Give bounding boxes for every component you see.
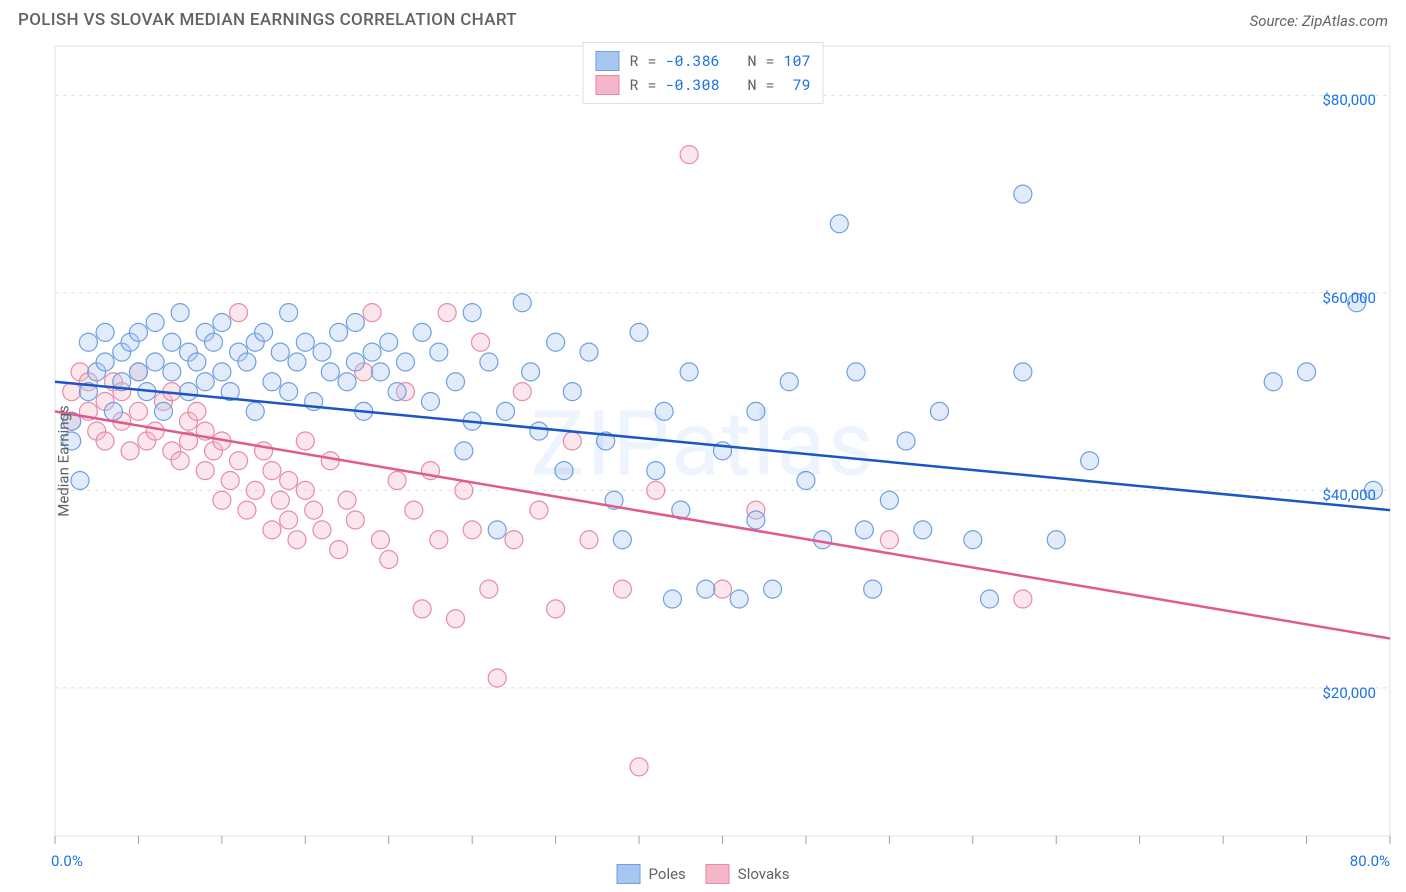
x-max-label: 80.0% <box>1350 852 1390 870</box>
chart-area: Median Earnings ZIPatlas R = -0.386 N = … <box>0 36 1406 886</box>
swatch-slovaks <box>595 75 619 95</box>
y-tick-label: $80,000 <box>1322 91 1376 109</box>
r-value-slovaks: -0.308 <box>665 75 719 95</box>
legend-label-poles: Poles <box>649 865 686 883</box>
r-value-poles: -0.386 <box>665 51 719 71</box>
y-tick-label: $40,000 <box>1322 486 1376 504</box>
y-axis-label: Median Earnings <box>55 405 73 516</box>
n-value-poles: 107 <box>784 51 811 71</box>
correlation-legend: R = -0.386 N = 107 R = -0.308 N = 79 <box>582 42 823 104</box>
swatch-slovaks-icon <box>706 864 730 884</box>
r-label: R = <box>629 75 665 95</box>
scatter-chart-svg <box>0 36 1406 886</box>
r-label: R = <box>629 51 665 71</box>
n-label: N = <box>748 51 784 71</box>
chart-title: POLISH VS SLOVAK MEDIAN EARNINGS CORRELA… <box>18 10 517 30</box>
series-legend: Poles Slovaks <box>617 864 790 884</box>
swatch-poles-icon <box>617 864 641 884</box>
n-value-slovaks: 79 <box>784 75 811 95</box>
swatch-poles <box>595 51 619 71</box>
legend-item-slovaks: Slovaks <box>706 864 790 884</box>
legend-label-slovaks: Slovaks <box>738 865 790 883</box>
legend-row-slovaks: R = -0.308 N = 79 <box>595 73 810 97</box>
legend-row-poles: R = -0.386 N = 107 <box>595 49 810 73</box>
legend-item-poles: Poles <box>617 864 686 884</box>
y-tick-label: $60,000 <box>1322 289 1376 307</box>
y-tick-label: $20,000 <box>1322 684 1376 702</box>
n-label: N = <box>748 75 784 95</box>
x-min-label: 0.0% <box>51 852 83 870</box>
source-text: Source: ZipAtlas.com <box>1250 12 1388 30</box>
